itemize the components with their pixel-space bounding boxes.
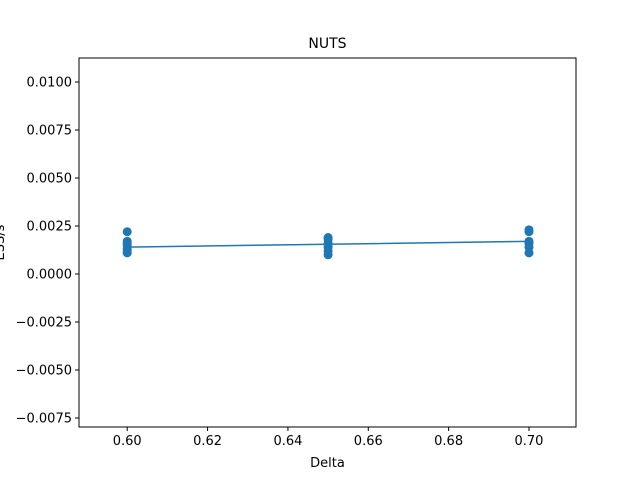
chart-title: NUTS (308, 36, 346, 52)
x-tick-label: 0.64 (273, 434, 302, 449)
plot-frame (78, 57, 577, 428)
y-tick-label: 0.0025 (27, 219, 73, 234)
x-tick-label: 0.70 (515, 434, 544, 449)
y-tick-label: 0.0100 (27, 75, 73, 90)
y-tick-label: 0.0000 (27, 267, 73, 282)
y-tick-label: 0.0050 (27, 171, 73, 186)
x-axis-label: Delta (310, 456, 345, 471)
point (122, 227, 132, 237)
x-tick-label: 0.66 (354, 434, 383, 449)
point (122, 248, 132, 258)
point (524, 227, 534, 237)
y-axis-label: ESS/s (0, 224, 8, 260)
x-tick-label: 0.60 (113, 434, 142, 449)
y-tick-label: −0.0025 (16, 315, 72, 330)
line (127, 240, 530, 248)
point (524, 248, 534, 258)
y-tick-label: 0.0075 (27, 123, 73, 138)
x-tick-label: 0.68 (434, 434, 463, 449)
y-tick-label: −0.0075 (16, 411, 72, 426)
x-tick-label: 0.62 (193, 434, 222, 449)
point (323, 250, 333, 260)
y-tick-label: −0.0050 (16, 363, 72, 378)
